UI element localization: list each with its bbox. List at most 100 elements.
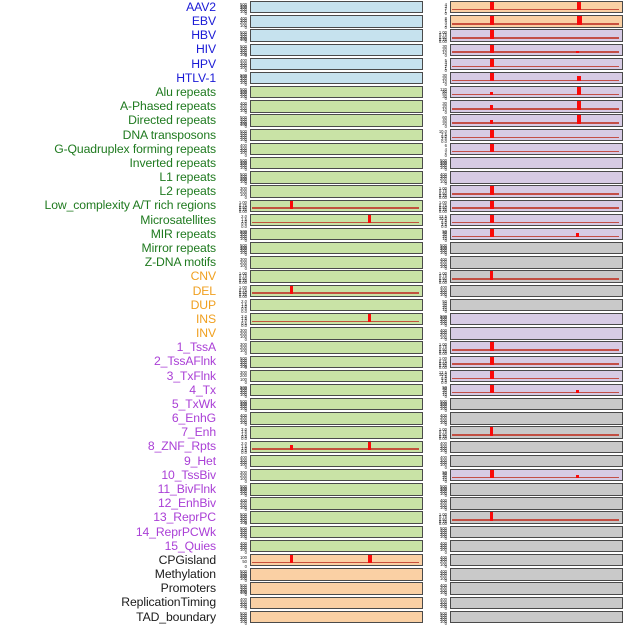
y-tick-label: 0.75 [438, 358, 447, 364]
y-tick-label: 0 [244, 521, 247, 527]
track-plot-area [451, 328, 622, 338]
y-axis-ticks-left-4: 0 100 200 300 400 [228, 58, 249, 73]
track-right-30 [450, 426, 623, 439]
track-left-9 [250, 128, 423, 141]
y-tick-label: 300 [240, 402, 247, 408]
track-plot-box [250, 568, 423, 581]
y-axis-ticks-left-21: 0.0 0.5 1.0 1.5 2.0 [228, 299, 249, 314]
track-label-hbv: HBV [191, 28, 216, 43]
y-tick-label: 400 [240, 173, 247, 179]
track-left-34 [250, 483, 423, 496]
track-plot-area [451, 384, 622, 395]
y-tick-label: 100 [440, 547, 447, 553]
y-tick-label: 400 [440, 455, 447, 461]
track-label-3-txflnk: 3_TxFlnk [166, 368, 216, 383]
y-tick-label: 500 [440, 483, 447, 489]
y-tick-label: 300 [240, 469, 247, 475]
y-tick-label: 100 [440, 618, 447, 624]
track-left-1 [250, 15, 423, 28]
y-tick-label: 0 [444, 493, 447, 498]
y-tick-label: 400 [240, 540, 247, 546]
track-right-25 [450, 355, 623, 368]
signal-baseline [252, 207, 419, 209]
y-tick-label: 200 [240, 63, 247, 69]
track-left-19 [250, 270, 423, 283]
track-left-31 [250, 440, 423, 453]
track-plot-area [451, 228, 622, 239]
y-tick-label: 300 [440, 530, 447, 536]
y-axis-ticks-right-32: 0 100 200 300 400 [428, 455, 449, 470]
y-tick-label: 90 [442, 89, 447, 95]
track-label-12-enhbiv: 12_EnhBiv [157, 496, 216, 511]
track-plot-area [251, 555, 422, 565]
y-tick-label: 400 [440, 597, 447, 603]
y-tick-label: 0 [244, 95, 247, 101]
y-axis-ticks-left-31: 0.0 0.5 1.0 1.5 2.0 [228, 441, 249, 456]
y-tick-label: 0 [244, 152, 247, 158]
y-tick-label: 100 [240, 94, 247, 100]
y-tick-label: 400 [240, 597, 247, 603]
y-tick-label: 300 [240, 161, 247, 167]
track-plot-box [450, 142, 623, 156]
y-tick-label: 200 [240, 105, 247, 111]
track-plot-area [251, 172, 422, 182]
y-tick-label: 200 [240, 49, 247, 55]
y-axis-ticks-left-43: 0 100 200 300 400 500 [228, 611, 249, 626]
y-tick-label: 0 [444, 464, 447, 470]
y-tick-label: 500 [440, 398, 447, 404]
y-tick-label: 100 [240, 9, 247, 15]
y-tick-label: 100 [440, 321, 447, 326]
y-tick-label: 10 [442, 306, 447, 312]
track-plot-area [251, 257, 422, 267]
track-right-10 [450, 142, 623, 156]
y-axis-ticks-right-3: 0 10 20 30 [428, 44, 449, 59]
y-tick-label: 0.75 [438, 202, 447, 208]
y-tick-label: 100 [240, 406, 247, 412]
y-tick-label: 7.5 [441, 131, 447, 137]
y-tick-label: 0.00 [438, 209, 447, 215]
track-plot-area [251, 583, 422, 593]
track-plot-box [250, 539, 423, 553]
track-label-9-het: 9_Het [183, 453, 216, 468]
y-tick-label: 0 [444, 478, 447, 484]
y-tick-label: 0.25 [438, 36, 447, 42]
y-axis-ticks-right-36: 0.00 0.25 0.50 0.75 1.00 [428, 511, 449, 526]
y-tick-label: 10.0 [438, 216, 447, 222]
y-tick-label: 0.75 [438, 32, 447, 38]
signal-baseline [452, 377, 619, 380]
y-tick-label: 200 [440, 319, 447, 325]
signal-baseline [452, 349, 619, 351]
track-right-24 [450, 341, 623, 354]
y-tick-label: 20 [442, 75, 447, 81]
y-tick-label: 10 [442, 78, 447, 84]
y-tick-label: 400 [240, 584, 247, 590]
y-tick-label: 0 [444, 450, 447, 456]
signal-bar [576, 389, 580, 394]
track-plot-box [450, 284, 623, 297]
track-plot-area [451, 314, 622, 324]
y-tick-label: 2.5 [441, 136, 447, 142]
y-axis-ticks-right-16: 0 10 20 30 40 50 [428, 228, 449, 243]
y-axis-ticks-right-26: 0.0 2.5 5.0 7.5 10.0 12.5 [428, 370, 449, 385]
y-tick-label: 300 [240, 47, 247, 53]
track-right-21 [450, 298, 623, 312]
track-plot-area [251, 101, 422, 111]
track-plot-box [250, 525, 423, 539]
y-axis-ticks-left-2: 0 100 200 300 400 500 [228, 29, 249, 44]
y-tick-label: 0 [444, 124, 447, 130]
y-axis-ticks-right-15: 0.0 2.5 5.0 7.5 10.0 12.5 [428, 214, 449, 229]
y-tick-label: 0 [444, 407, 447, 413]
y-tick-label: 300 [240, 18, 247, 24]
y-tick-label: 0 [444, 25, 447, 31]
track-left-13 [250, 185, 423, 198]
y-axis-ticks-right-13: 0.00 0.25 0.50 0.75 1.00 [428, 185, 449, 200]
track-plot-box [450, 1, 623, 14]
y-axis-ticks-right-8: 0 20 40 60 [428, 114, 449, 130]
signal-bar [490, 16, 495, 25]
y-tick-label: 500 [240, 115, 247, 121]
track-plot-box [250, 71, 423, 85]
y-tick-label: 300 [240, 186, 247, 192]
y-tick-label: 0.50 [238, 289, 247, 295]
track-plot-area [251, 144, 422, 154]
